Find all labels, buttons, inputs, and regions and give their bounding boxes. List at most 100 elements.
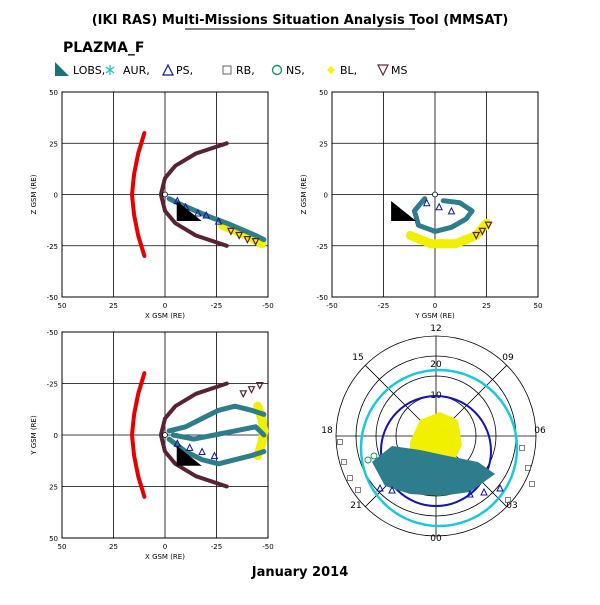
x-tick-label: 50	[58, 302, 67, 310]
ps-marker	[422, 198, 431, 207]
legend-marker	[105, 66, 115, 74]
legend-marker	[162, 63, 174, 76]
legend-marker	[222, 65, 232, 75]
x-tick-label: -25	[211, 302, 222, 310]
orbit-track	[166, 403, 267, 434]
ms-marker	[472, 231, 481, 240]
spacecraft-marker	[176, 445, 202, 466]
ms-marker	[235, 231, 244, 240]
legend-label: AUR,	[123, 64, 150, 77]
legend-label: MS	[391, 64, 407, 77]
ps-marker	[388, 485, 396, 494]
ps-marker	[198, 447, 206, 455]
y-tick-label: 25	[49, 140, 58, 148]
figure-title: (IKI RAS) Multi-Missions Situation Analy…	[92, 13, 509, 28]
y-tick-label: 50	[49, 535, 58, 543]
x-tick-label: -25	[211, 543, 222, 551]
earth-marker	[432, 191, 438, 198]
y-tick-label: -25	[47, 381, 58, 389]
rb-marker	[505, 497, 511, 503]
y-tick-label: 0	[54, 192, 58, 200]
legend-label: RB,	[236, 64, 255, 77]
legend-symbol-circle-open	[271, 64, 283, 76]
y-tick-label: -25	[47, 243, 58, 251]
ps-marker	[466, 489, 474, 498]
mission-name: PLAZMA_F	[63, 40, 145, 56]
x-tick-label: 25	[109, 543, 118, 551]
legend-label: LOBS,	[73, 64, 105, 77]
ms-marker	[239, 390, 248, 399]
ns-marker	[370, 452, 378, 460]
magnetopause-curve	[158, 381, 229, 489]
mlt-hour-label: 21	[350, 501, 361, 511]
x-axis-label: X GSM (RE)	[145, 312, 185, 320]
bow-shock-curve	[130, 371, 147, 499]
legend-marker	[327, 66, 335, 74]
y-tick-label: 50	[49, 89, 58, 97]
ps-marker	[185, 443, 194, 451]
aurora-oval-inner	[380, 395, 492, 507]
latitude-label: 20	[430, 360, 442, 370]
mlt-hour-label: 09	[502, 353, 514, 363]
x-tick-label: -50	[262, 543, 273, 551]
ms-marker	[226, 227, 235, 236]
x-tick-label: 0	[433, 302, 437, 310]
rb-marker	[529, 481, 535, 487]
rb-marker	[519, 445, 525, 451]
legend-marker	[377, 64, 389, 77]
legend-symbol-asterisk	[105, 65, 115, 75]
ps-marker	[480, 487, 488, 496]
orbit-track	[170, 424, 267, 442]
rb-marker	[341, 459, 347, 465]
ps-marker	[214, 217, 223, 225]
orbit-track	[166, 196, 267, 243]
mlt-hour-label: 15	[352, 353, 363, 363]
ms-marker	[478, 227, 487, 236]
y-tick-label: -25	[317, 243, 328, 251]
legend-label: BL,	[340, 64, 357, 77]
mlt-hour-label: 12	[430, 324, 441, 334]
y-tick-label: 0	[54, 432, 58, 440]
polar-orbit-track	[372, 446, 495, 496]
ms-marker	[251, 238, 260, 246]
legend-marker	[55, 62, 69, 76]
ps-marker	[194, 208, 202, 217]
spacecraft-marker	[176, 201, 202, 221]
rb-marker	[525, 465, 531, 471]
mlt-hour-label: 06	[534, 426, 546, 436]
rb-marker	[355, 487, 361, 493]
y-axis-label: Y GSM (RE)	[30, 415, 38, 456]
x-tick-label: 50	[534, 302, 543, 310]
panel-xy: 50 25 0 -25 -50 -50 -25 0 25 50 X GSM (RE) Y GSM (R…	[30, 329, 274, 561]
legend-symbol-square-open	[222, 65, 232, 75]
ps-marker	[202, 210, 211, 219]
spacecraft-marker	[391, 201, 417, 221]
y-tick-label: 25	[49, 484, 58, 492]
y-tick-label: 25	[319, 140, 328, 148]
earth-marker	[162, 191, 168, 198]
ms-marker	[247, 386, 256, 395]
panel-yz: -50 -25 0 25 50 50 25 0 -25 -50 Y GSM (RE) Z GSM (R…	[300, 89, 542, 320]
ps-marker	[210, 451, 219, 460]
x-tick-label: 25	[482, 302, 491, 310]
legend-marker	[271, 64, 283, 76]
ps-marker	[447, 206, 456, 215]
ps-marker	[376, 483, 384, 492]
x-tick-label: 0	[163, 302, 167, 310]
ms-marker	[255, 381, 264, 390]
rb-marker	[337, 439, 343, 445]
earth-marker	[162, 432, 168, 438]
x-tick-label: 0	[163, 543, 167, 551]
x-tick-label: -50	[326, 302, 337, 310]
legend-label: PS,	[176, 64, 193, 77]
mlt-hour-label: 18	[321, 426, 333, 436]
bow-shock-curve	[130, 131, 147, 258]
boundary-layer-points	[405, 218, 491, 249]
y-tick-label: -50	[317, 294, 328, 302]
x-tick-label: 50	[58, 543, 67, 551]
y-axis-label: Z GSM (RE)	[30, 174, 38, 214]
x-tick-label: -25	[378, 302, 389, 310]
